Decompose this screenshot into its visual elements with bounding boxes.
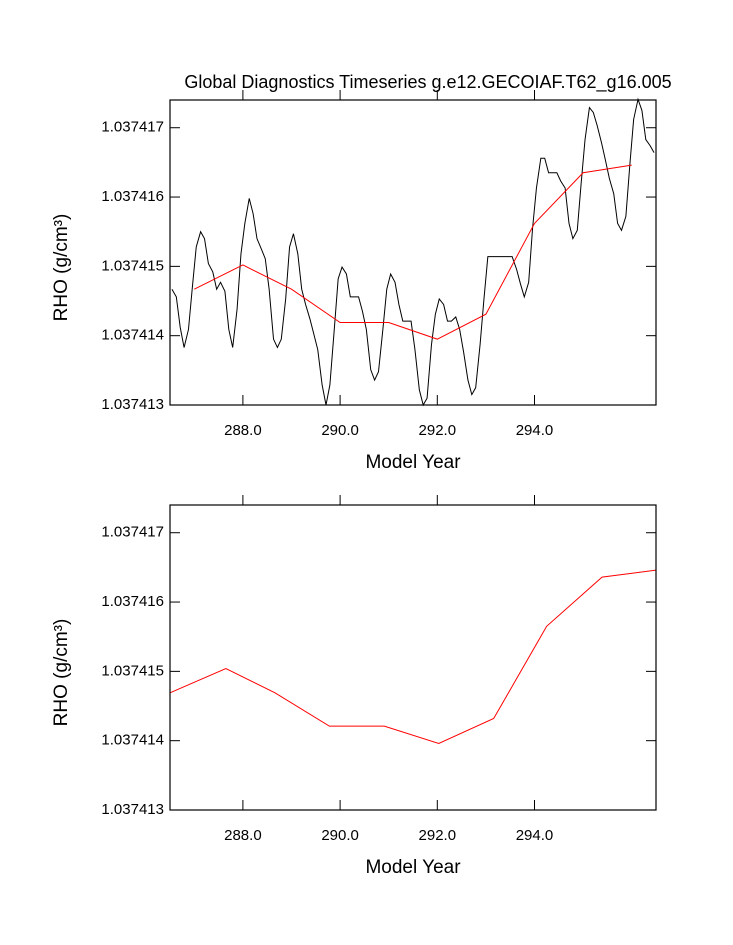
y-tick-label: 1.037413 (101, 801, 164, 818)
x-tick-label: 294.0 (516, 422, 554, 439)
y-tick-label: 1.037413 (101, 396, 164, 413)
plot-frame (169, 99, 657, 406)
y-tick-label: 1.037416 (101, 593, 164, 610)
x-tick-label: 290.0 (321, 827, 359, 844)
y-tick-label: 1.037416 (101, 188, 164, 205)
y-tick-label: 1.037415 (101, 662, 164, 679)
x-tick-label: 292.0 (419, 827, 457, 844)
plot-frame (169, 504, 657, 811)
y-tick-label: 1.037417 (101, 524, 164, 541)
x-axis-title: Model Year (365, 857, 461, 878)
x-tick-label: 288.0 (224, 422, 262, 439)
x-tick-label: 294.0 (516, 827, 554, 844)
data-line (171, 97, 655, 407)
y-axis-title: RHO (g/cm³) (51, 214, 72, 322)
x-tick-label: 290.0 (321, 422, 359, 439)
x-tick-label: 292.0 (419, 422, 457, 439)
y-tick-label: 1.037415 (101, 257, 164, 274)
y-tick-label: 1.037414 (101, 732, 164, 749)
y-tick-label: 1.037417 (101, 119, 164, 136)
y-axis-title: RHO (g/cm³) (51, 619, 72, 727)
data-line (169, 569, 657, 744)
y-tick-label: 1.037414 (101, 327, 164, 344)
data-line (194, 164, 632, 340)
x-axis-title: Model Year (365, 452, 461, 473)
x-tick-label: 288.0 (224, 827, 262, 844)
chart-title: Global Diagnostics Timeseries g.e12.GECO… (184, 72, 671, 93)
